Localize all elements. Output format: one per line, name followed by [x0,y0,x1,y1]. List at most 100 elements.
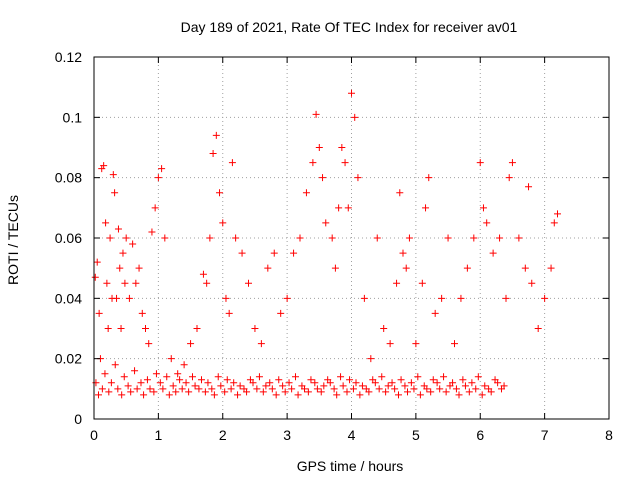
data-point [476,159,484,167]
data-point [365,388,373,396]
data-point [281,388,289,396]
data-point [154,174,162,182]
data-point [124,382,132,390]
data-point [348,89,355,97]
data-point [210,391,218,399]
data-point [104,325,112,332]
data-point [133,385,141,393]
data-point [212,131,220,139]
data-point [338,144,346,151]
data-point [234,391,242,399]
data-point [142,325,149,332]
data-point [515,234,523,242]
data-point [180,361,188,369]
data-point [137,379,145,387]
data-point [375,385,383,393]
data-point [393,279,401,287]
data-point [346,376,354,384]
data-point [528,279,536,287]
data-point [367,355,375,363]
data-point [122,234,130,242]
data-point [285,379,293,387]
x-tick-label: 1 [154,427,162,443]
data-points [91,89,561,399]
data-point [351,113,359,121]
data-point [109,171,117,179]
data-point [534,325,542,332]
data-point [301,385,309,393]
data-point [326,379,334,387]
data-point [121,279,129,287]
data-point [230,379,238,387]
data-point [397,376,405,384]
data-point [201,388,209,396]
data-point [268,385,276,393]
data-point [167,355,175,363]
data-point [249,379,257,387]
data-point [102,219,110,227]
x-axis-label: GPS time / hours [297,458,404,474]
data-point [494,379,502,387]
data-point [547,264,555,272]
data-point [438,294,446,302]
data-point [307,376,315,384]
data-point [222,294,230,302]
data-point [257,340,265,348]
data-point [315,144,323,151]
data-point [151,204,159,212]
data-point [344,204,352,212]
data-point [163,373,171,381]
data-point [463,264,471,272]
data-point [461,382,469,390]
data-point [341,159,349,167]
data-point [457,294,465,302]
data-point [384,382,392,390]
data-point [416,391,424,399]
data-point [238,249,246,257]
data-point [95,309,103,317]
data-point [131,367,139,375]
data-point [145,340,153,348]
x-tick-label: 8 [605,427,613,443]
data-point [352,379,360,387]
data-point [412,340,420,348]
data-point [245,279,252,287]
data-point [382,388,390,396]
data-point [356,391,364,399]
data-point [159,385,167,393]
data-point [253,385,261,393]
data-point [479,204,487,212]
data-point [444,234,452,242]
grid-lines [94,57,609,419]
data-point [474,373,482,381]
data-point [161,234,169,242]
data-point [146,385,154,393]
data-point [427,388,435,396]
data-point [255,373,263,381]
data-point [312,110,320,118]
y-tick-labels: 0 0.02 0.04 0.06 0.08 0.1 0.12 [55,49,82,427]
data-point [521,264,529,272]
data-point [465,388,473,396]
data-point [103,279,111,287]
data-point [388,379,396,387]
data-point [487,388,495,396]
data-point [148,228,156,236]
data-point [431,309,439,317]
data-point [100,162,108,170]
data-point [262,382,270,390]
x-tick-label: 2 [219,427,227,443]
data-point [337,373,345,381]
data-point [422,204,430,212]
data-point [541,294,549,302]
data-point [502,294,510,302]
y-axis-label: ROTI / TECUs [5,195,21,285]
data-point [172,388,180,396]
data-point [116,264,124,272]
data-point [214,373,222,381]
data-point [322,219,330,227]
data-point [127,388,135,396]
data-point [407,379,415,387]
data-point [452,385,460,393]
data-point [217,382,225,390]
